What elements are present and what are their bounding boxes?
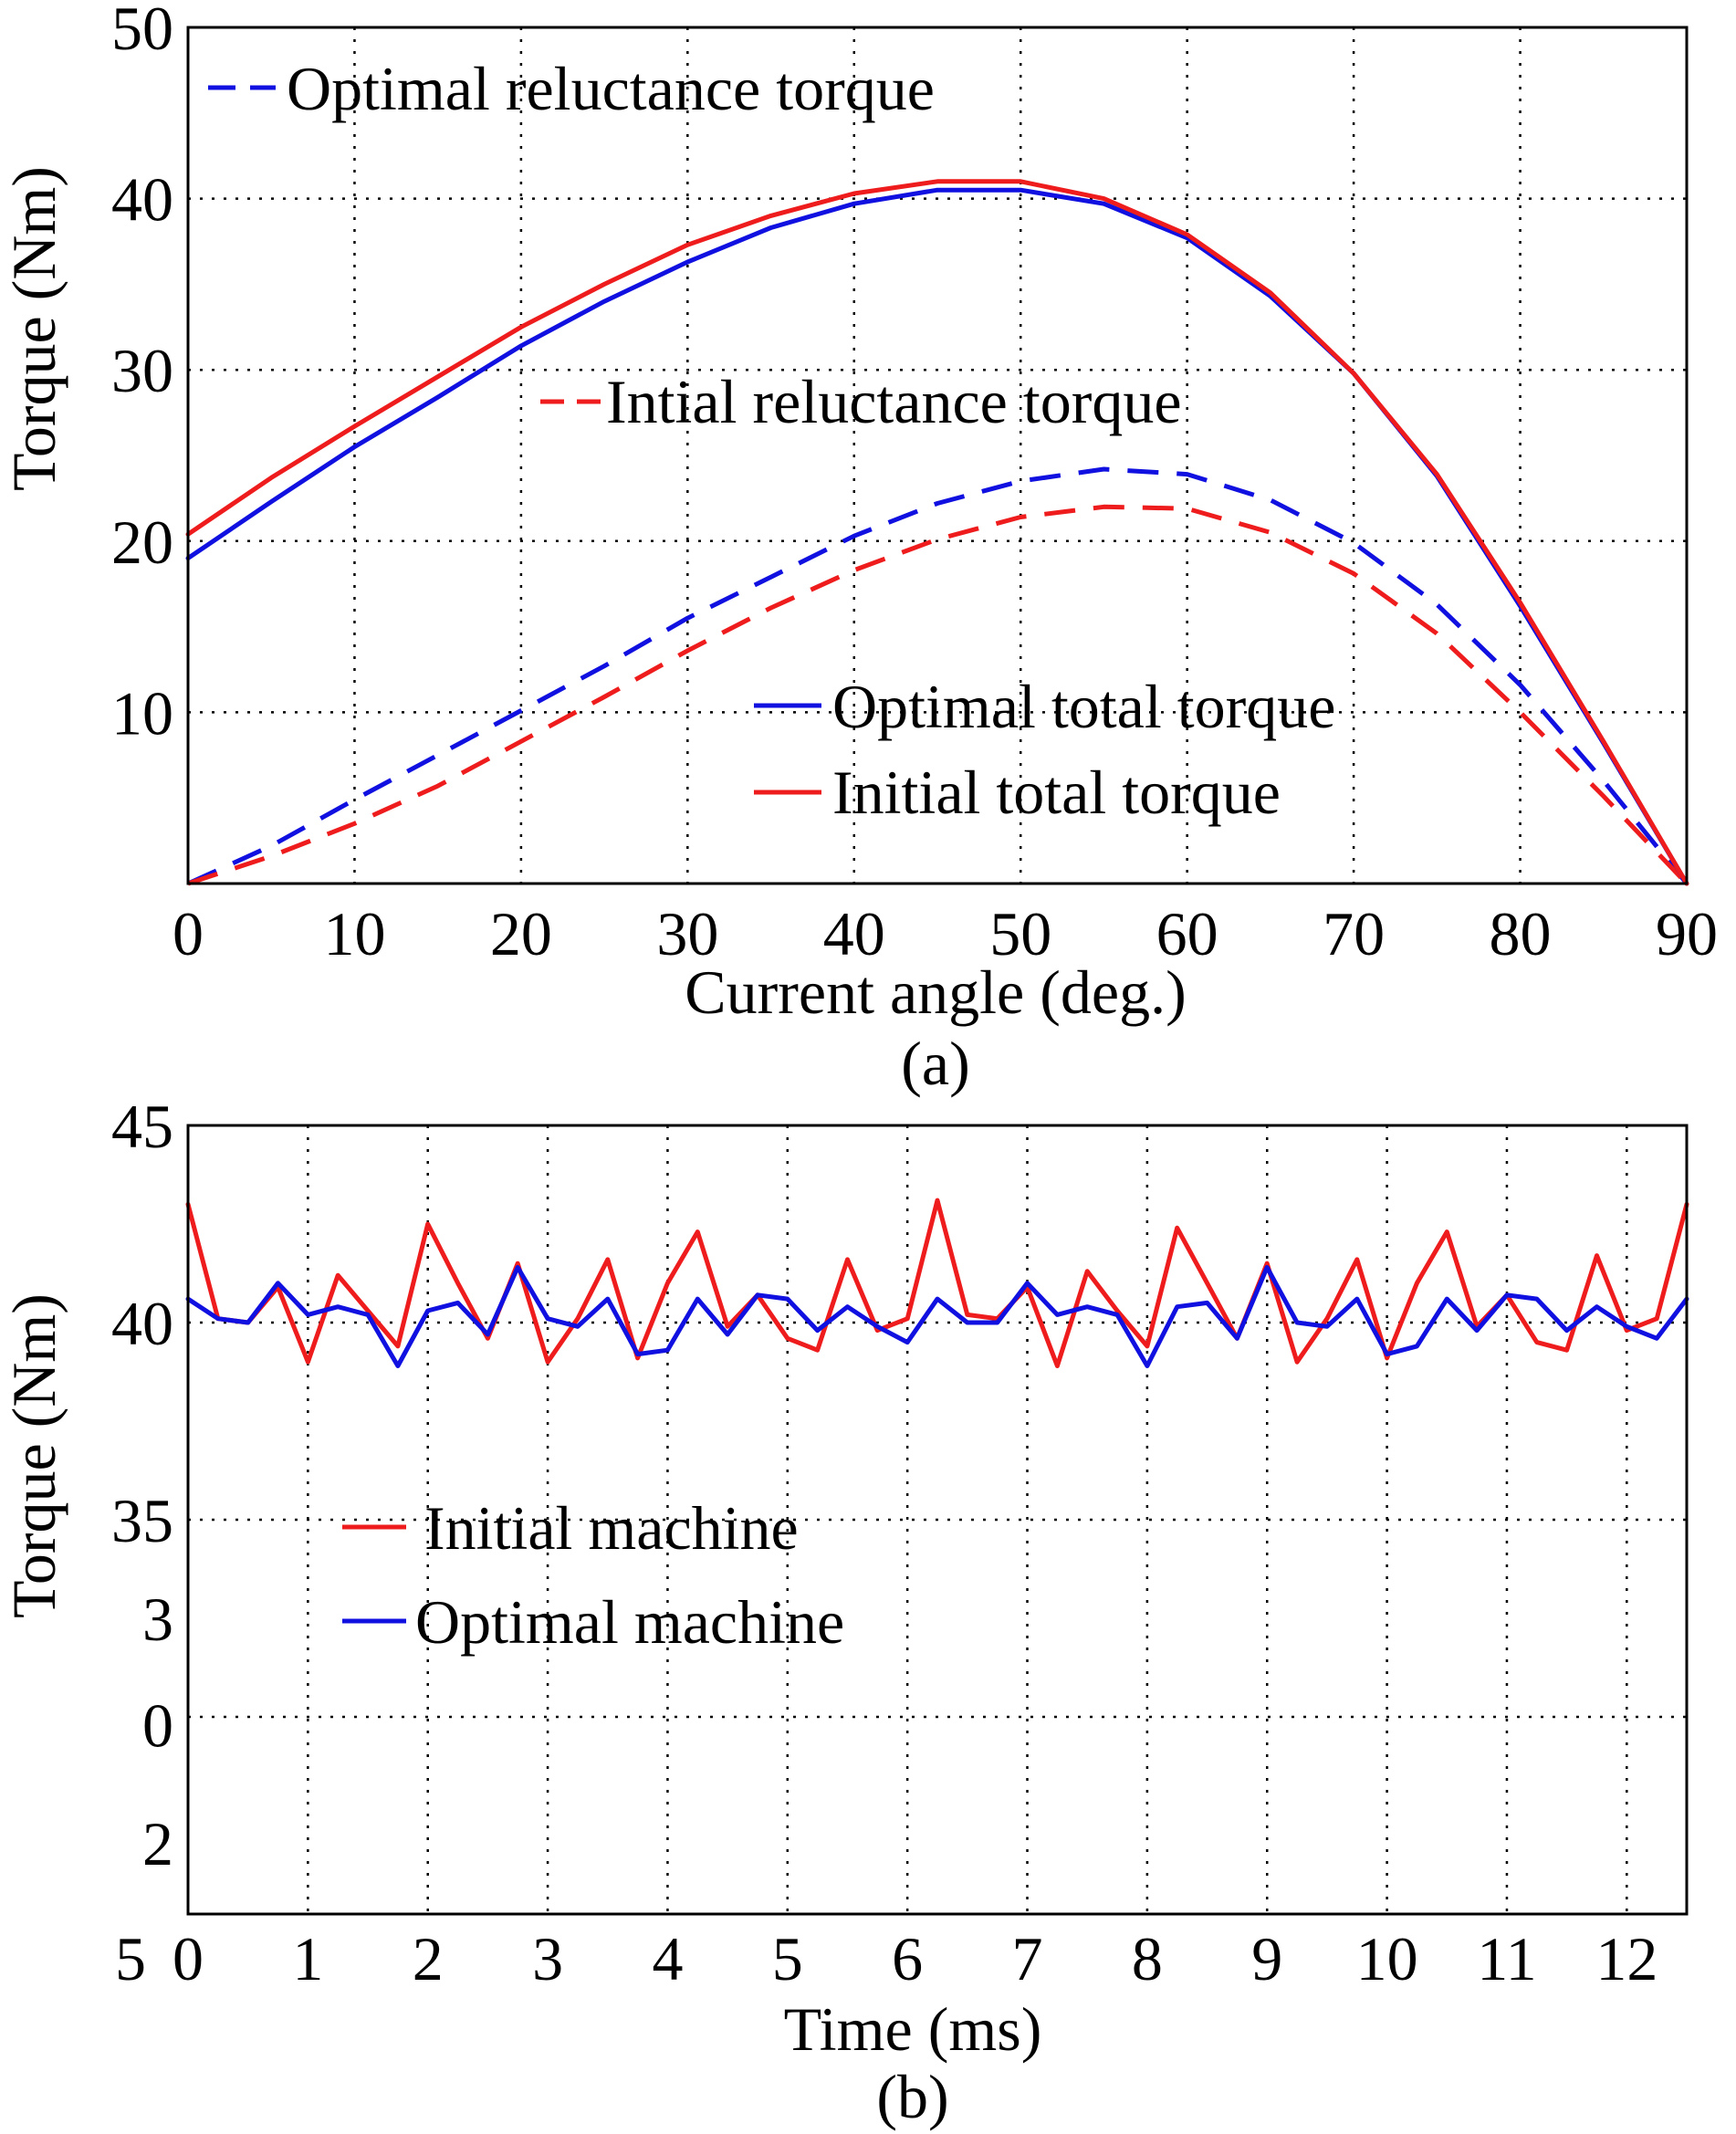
b-axes-frame bbox=[186, 1124, 1689, 1916]
a-series-optimal-reluctance-torque bbox=[186, 466, 1689, 886]
b-xtick-7: 7 bbox=[1012, 1924, 1043, 1993]
b-ytick-3: 35 bbox=[111, 1486, 173, 1555]
legend-optimal-total-label: Optimal total torque bbox=[832, 672, 1335, 741]
b-xtick-10: 10 bbox=[1356, 1924, 1418, 1993]
b-ytick-2: 3 bbox=[142, 1585, 173, 1654]
legend-initial-machine: Initial machine bbox=[342, 1493, 799, 1563]
b-x-axis-label: Time (ms) bbox=[784, 1994, 1042, 2064]
b-series-optimal-machine bbox=[185, 1265, 1689, 1368]
b-xtick-12: 12 bbox=[1595, 1924, 1658, 1993]
b-xtick-11: 11 bbox=[1477, 1924, 1536, 1993]
a-xtick-0: 0 bbox=[173, 899, 204, 968]
b-caption: (b) bbox=[876, 2062, 948, 2131]
legend-optimal-reluctance: Optimal reluctance torque bbox=[208, 54, 935, 123]
b-xtick-9: 9 bbox=[1251, 1924, 1282, 1993]
b-xtick-0: 0 bbox=[173, 1924, 204, 1993]
a-xtick-80: 80 bbox=[1490, 899, 1552, 968]
legend-initial-total-label: Initial total torque bbox=[832, 758, 1281, 827]
b-ytick-0: 2 bbox=[142, 1809, 173, 1878]
b-xtick-3: 3 bbox=[532, 1924, 563, 1993]
legend-optimal-machine-label: Optimal machine bbox=[415, 1587, 844, 1657]
a-xtick-50: 50 bbox=[989, 899, 1051, 968]
b-xtick-6: 6 bbox=[892, 1924, 923, 1993]
b-series-initial-machine bbox=[185, 1198, 1689, 1368]
a-xtick-10: 10 bbox=[323, 899, 385, 968]
a-ytick-20: 20 bbox=[111, 507, 173, 577]
legend-initial-machine-label: Initial machine bbox=[424, 1493, 799, 1563]
a-series-intial-reluctance-torque bbox=[187, 504, 1689, 886]
b-xtick-1: 1 bbox=[292, 1924, 323, 1993]
b-xtick-2: 2 bbox=[413, 1924, 444, 1993]
b-xtick-4: 4 bbox=[652, 1924, 683, 1993]
a-ytick-50: 50 bbox=[111, 0, 173, 63]
legend-initial-total: Initial total torque bbox=[754, 758, 1281, 827]
a-xtick-40: 40 bbox=[823, 899, 885, 968]
a-caption: (a) bbox=[901, 1029, 969, 1098]
b-ytick-5: 45 bbox=[111, 1092, 173, 1161]
b-y-axis-label: Torque (Nm) bbox=[0, 1293, 68, 1618]
b-ytick-1: 0 bbox=[142, 1691, 173, 1761]
a-gridlines bbox=[188, 27, 1687, 884]
legend-optimal-total: Optimal total torque bbox=[754, 672, 1335, 741]
legend-initial-reluctance: Intial reluctance torque bbox=[540, 367, 1182, 436]
b-ytick-4: 40 bbox=[111, 1289, 173, 1358]
b-ytick-extra: 5 bbox=[115, 1924, 146, 1993]
a-ytick-10: 10 bbox=[111, 678, 173, 748]
a-xtick-70: 70 bbox=[1323, 899, 1385, 968]
a-y-axis-label: Torque (Nm) bbox=[0, 166, 68, 491]
a-xtick-20: 20 bbox=[490, 899, 552, 968]
a-xtick-60: 60 bbox=[1156, 899, 1218, 968]
panel-a: 0 10 20 30 40 50 60 70 80 90 10 20 30 40 50 Torque (Nm… bbox=[0, 0, 1718, 1098]
a-series-initial-total-torque bbox=[185, 179, 1689, 886]
a-ytick-40: 40 bbox=[111, 165, 173, 235]
legend-optimal-reluctance-label: Optimal reluctance torque bbox=[287, 54, 935, 123]
a-x-axis-label: Current angle (deg.) bbox=[685, 957, 1186, 1027]
a-xtick-30: 30 bbox=[656, 899, 718, 968]
legend-initial-reluctance-label: Intial reluctance torque bbox=[606, 367, 1182, 436]
b-xtick-5: 5 bbox=[772, 1924, 803, 1993]
a-axes-frame bbox=[186, 26, 1689, 885]
b-xtick-8: 8 bbox=[1132, 1924, 1163, 1993]
b-series-lines bbox=[185, 1198, 1689, 1368]
a-xtick-90: 90 bbox=[1656, 899, 1718, 968]
legend-optimal-machine: Optimal machine bbox=[342, 1587, 844, 1657]
a-tick-labels: 0 10 20 30 40 50 60 70 80 90 10 20 30 40 50 bbox=[111, 0, 1718, 968]
b-gridlines bbox=[188, 1125, 1687, 1914]
a-series-lines bbox=[185, 179, 1689, 886]
a-ytick-30: 30 bbox=[111, 336, 173, 405]
